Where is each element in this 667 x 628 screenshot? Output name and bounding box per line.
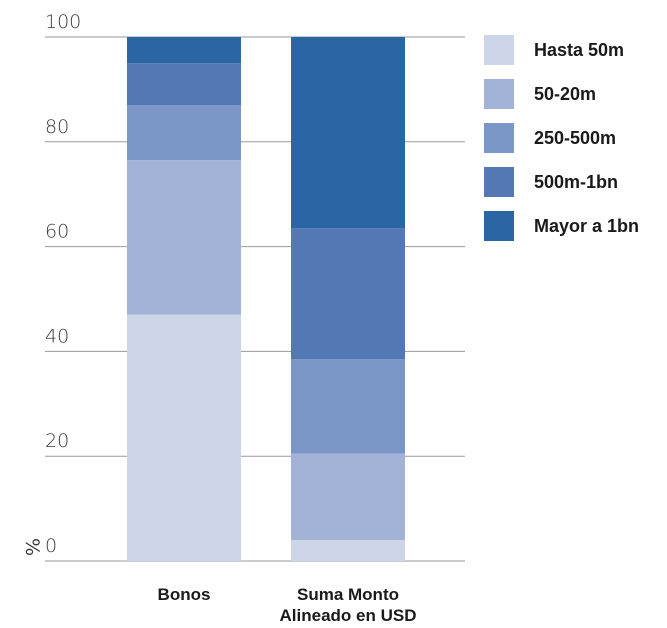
- bars: [127, 37, 405, 561]
- bar-segment-1-0: [291, 540, 405, 561]
- y-axis-ticks: 0 20 40 60 80 100: [45, 11, 81, 557]
- bar-segment-0-1: [127, 160, 241, 315]
- y-tick-label-0: 0: [45, 535, 57, 557]
- bar-segment-1-3: [291, 228, 405, 360]
- legend-label-4: Mayor a 1bn: [534, 216, 639, 236]
- legend-swatch-0: [484, 35, 514, 65]
- bar-segment-0-0: [127, 314, 241, 561]
- y-tick-label-40: 40: [45, 325, 69, 347]
- bar-segment-1-4: [291, 37, 405, 229]
- y-tick-label-100: 100: [45, 11, 81, 33]
- x-tick-label-1: Suma Monto Alineado en USD: [280, 585, 417, 625]
- legend-swatch-4: [484, 211, 514, 241]
- y-tick-label-20: 20: [45, 430, 69, 452]
- bar-segment-0-3: [127, 63, 241, 106]
- x-tick-label-line: Alineado en USD: [280, 606, 417, 625]
- x-tick-label-line: Suma Monto: [297, 585, 399, 604]
- y-axis-label: %: [21, 538, 43, 556]
- x-axis-labels: Bonos Suma Monto Alineado en USD: [158, 585, 417, 625]
- bar-segment-1-2: [291, 359, 405, 454]
- bar-segment-0-4: [127, 37, 241, 64]
- legend-label-1: 50-20m: [534, 84, 596, 104]
- legend-swatch-3: [484, 167, 514, 197]
- legend-swatch-2: [484, 123, 514, 153]
- bar-segment-1-1: [291, 453, 405, 541]
- legend: Hasta 50m 50-20m 250-500m 500m-1bn Mayor a 1…: [484, 35, 639, 241]
- legend-swatch-1: [484, 79, 514, 109]
- legend-label-2: 250-500m: [534, 128, 616, 148]
- y-tick-label-60: 60: [45, 221, 69, 243]
- x-tick-label-0: Bonos: [158, 585, 211, 604]
- x-tick-label-line: Bonos: [158, 585, 211, 604]
- legend-label-3: 500m-1bn: [534, 172, 618, 192]
- bar-segment-0-2: [127, 105, 241, 161]
- y-tick-label-80: 80: [45, 116, 69, 138]
- legend-label-0: Hasta 50m: [534, 40, 624, 60]
